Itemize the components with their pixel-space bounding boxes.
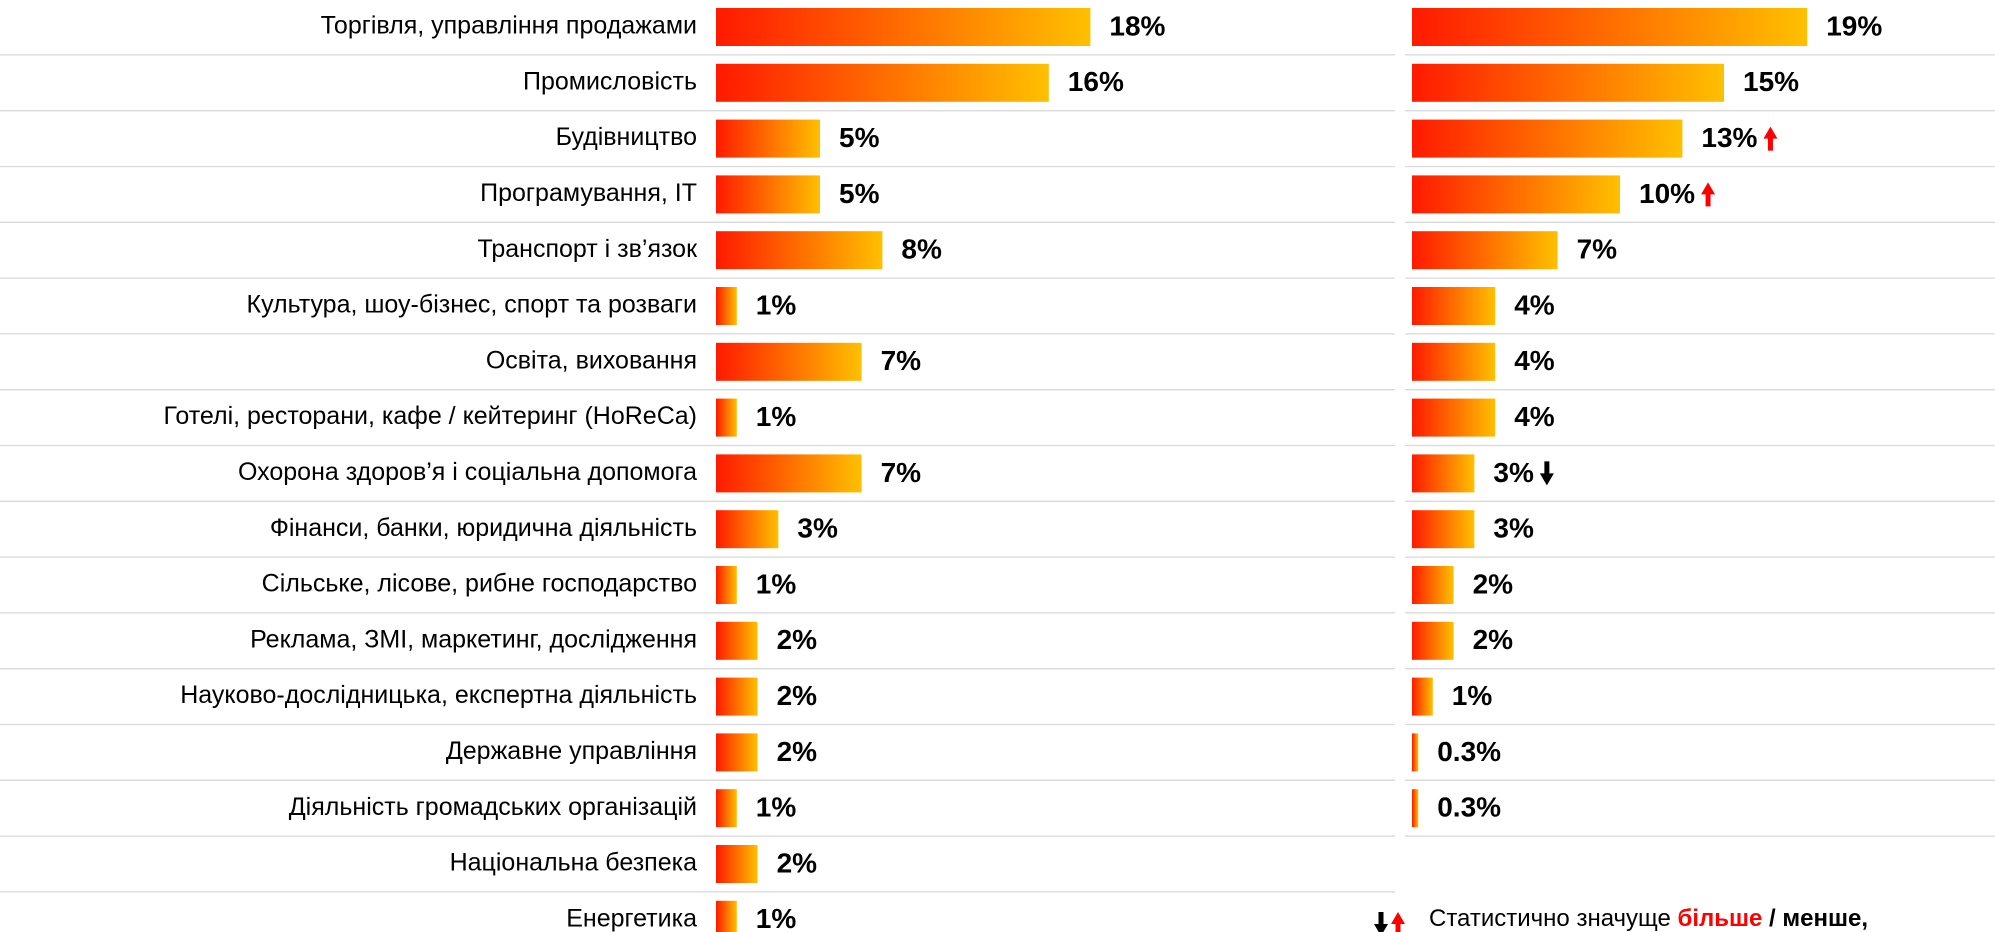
value-label: 15%: [1743, 66, 1799, 97]
bar: [1412, 510, 1475, 549]
category-label: Сільське, лісове, рибне господарство: [262, 570, 697, 598]
bar: [1412, 231, 1558, 270]
legend-sep: /: [1762, 905, 1782, 932]
value-label: 5%: [839, 122, 880, 153]
value-label: 4%: [1514, 401, 1555, 432]
value-label: 0.3%: [1437, 736, 1501, 767]
bar: [716, 566, 737, 604]
value-label: 13%: [1701, 122, 1757, 153]
category-label: Програмування, IT: [480, 179, 697, 207]
value-label: 10%: [1639, 178, 1695, 209]
category-label: Національна безпека: [450, 849, 697, 877]
value-label: 1%: [756, 568, 797, 599]
bar: [716, 900, 737, 932]
value-label: 8%: [901, 234, 942, 265]
category-label: Науково-дослідницька, експертна діяльніс…: [180, 681, 697, 709]
bar: [716, 454, 862, 493]
bar: [716, 845, 758, 883]
category-label: Транспорт і зв’язок: [477, 235, 698, 263]
category-label: Державне управління: [446, 737, 697, 765]
category-label: Культура, шоу-бізнес, спорт та розваги: [247, 291, 697, 319]
bar: [1412, 677, 1433, 716]
bar: [716, 510, 779, 549]
value-label: 7%: [881, 345, 922, 376]
bar: [1412, 733, 1419, 772]
bar: [1412, 342, 1496, 381]
bar: [716, 119, 820, 158]
bar: [716, 789, 737, 828]
bar: [1412, 63, 1724, 102]
bar: [716, 398, 737, 437]
category-label: Фінанси, банки, юридична діяльність: [270, 514, 697, 542]
value-label: 1%: [1452, 680, 1493, 711]
bar: [716, 342, 862, 381]
bar: [1412, 566, 1454, 604]
legend-space: [1671, 905, 1678, 932]
bar: [1412, 621, 1454, 660]
category-label: Охорона здоров’я і соціальна допомога: [238, 458, 697, 486]
bar: [1412, 175, 1620, 214]
value-label: 2%: [1473, 568, 1514, 599]
category-label: Готелі, ресторани, кафе / кейтеринг (HoR…: [164, 402, 697, 430]
value-label: 18%: [1109, 10, 1165, 41]
bar: [1412, 454, 1475, 493]
value-label: 3%: [1493, 513, 1534, 544]
value-label: 0.3%: [1437, 792, 1501, 823]
value-label: 2%: [777, 680, 818, 711]
value-label: 1%: [756, 903, 797, 932]
category-label: Діяльність громадських організацій: [289, 793, 697, 821]
value-label: 7%: [1577, 234, 1618, 265]
significance-arrow: [1701, 182, 1716, 207]
significance-arrow: [1374, 912, 1388, 932]
category-label: Промисловість: [523, 67, 697, 95]
bar: [1412, 789, 1419, 828]
value-label: 2%: [777, 624, 818, 655]
bar: [1412, 8, 1808, 46]
value-label: 4%: [1514, 345, 1555, 376]
category-label: Реклама, ЗМІ, маркетинг, дослідження: [250, 625, 697, 653]
bar: [716, 8, 1091, 46]
bar: [716, 175, 820, 214]
category-label: Енергетика: [566, 904, 697, 932]
legend-more: більше: [1678, 905, 1763, 932]
value-label: 2%: [777, 847, 818, 878]
value-label: 2%: [1473, 624, 1514, 655]
value-label: 3%: [1493, 457, 1534, 488]
bar: [716, 677, 758, 716]
value-label: 19%: [1826, 10, 1882, 41]
bar: [716, 733, 758, 772]
bar: [716, 621, 758, 660]
bar: [1412, 119, 1683, 158]
significance-arrow: [1763, 126, 1778, 151]
bar: [716, 231, 883, 270]
legend-text-part: Статистично значуще: [1429, 905, 1671, 932]
value-label: 2%: [777, 736, 818, 767]
value-label: 1%: [756, 289, 797, 320]
bar: [1412, 287, 1496, 325]
category-label: Освіта, виховання: [486, 346, 697, 374]
significance-arrow: [1391, 912, 1405, 932]
category-label: Будівництво: [556, 123, 697, 151]
value-label: 16%: [1068, 66, 1124, 97]
value-label: 5%: [839, 178, 880, 209]
value-label: 1%: [756, 401, 797, 432]
bar: [716, 287, 737, 325]
value-label: 7%: [881, 457, 922, 488]
value-label: 1%: [756, 792, 797, 823]
bar: [1412, 398, 1496, 437]
legend-less: менше,: [1782, 905, 1868, 932]
value-label: 4%: [1514, 289, 1555, 320]
bar: [716, 63, 1049, 102]
significance-arrow: [1539, 461, 1554, 486]
legend-text: Статистично значуще більше / менше,: [1429, 905, 1868, 932]
value-label: 3%: [797, 513, 838, 544]
category-label: Торгівля, управління продажами: [321, 12, 697, 40]
